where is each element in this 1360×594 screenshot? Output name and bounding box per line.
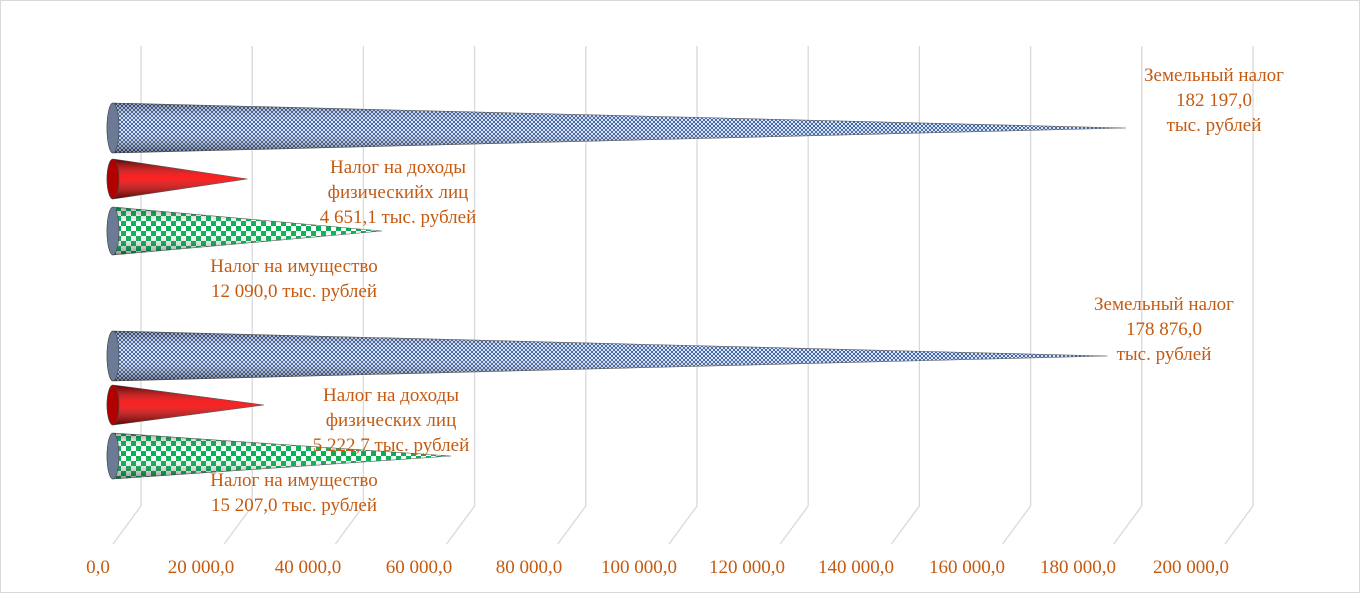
cone-shading — [107, 331, 1108, 381]
data-label-land: Земельный налог — [1094, 294, 1234, 315]
data-label-income: физическийх лиц — [328, 182, 469, 203]
cone-base — [106, 102, 120, 154]
x-tick-label: 0,0 — [86, 557, 110, 578]
x-tick-label: 80 000,0 — [496, 557, 563, 578]
x-tick-label: 120 000,0 — [709, 557, 785, 578]
x-tick-label: 60 000,0 — [386, 557, 453, 578]
gridline-floor — [557, 505, 587, 545]
cone-shading — [107, 433, 452, 479]
cone-bar-income — [106, 384, 265, 426]
data-label-land: тыс. рублей — [1167, 115, 1262, 136]
x-tick-label: 160 000,0 — [929, 557, 1005, 578]
cone-bar-land — [106, 330, 1108, 382]
gridline-floor — [223, 505, 253, 545]
data-label-income: Налог на доходы — [330, 157, 466, 178]
cone-bar-land — [106, 102, 1127, 154]
data-label-land: 178 876,0 — [1126, 319, 1202, 340]
cone-shading — [107, 385, 264, 425]
data-label-land: Земельный налог — [1144, 65, 1284, 86]
data-label-income: 4 651,1 тыс. рублей — [320, 207, 477, 228]
data-label-land: тыс. рублей — [1117, 344, 1212, 365]
cone-base — [106, 330, 120, 382]
x-tick-label: 200 000,0 — [1153, 557, 1229, 578]
cone-bar-property — [106, 432, 452, 480]
gridline-floor — [1224, 505, 1254, 545]
data-label-property: 15 207,0 тыс. рублей — [211, 495, 377, 516]
data-label-income: 5 222,7 тыс. рублей — [313, 435, 470, 456]
cone-shading — [107, 159, 248, 199]
gridline-floor — [446, 505, 476, 545]
x-tick-label: 180 000,0 — [1040, 557, 1116, 578]
data-label-property: Налог на имущество — [210, 470, 378, 491]
cone-base — [106, 158, 120, 200]
x-tick-label: 100 000,0 — [601, 557, 677, 578]
gridline-floor — [1113, 505, 1143, 545]
cone-bar-property — [106, 206, 382, 256]
gridline-floor — [334, 505, 364, 545]
x-tick-label: 140 000,0 — [818, 557, 894, 578]
cone-base — [106, 432, 120, 480]
cone-base — [106, 206, 120, 256]
x-tick-label: 40 000,0 — [275, 557, 342, 578]
data-label-property: 12 090,0 тыс. рублей — [211, 281, 377, 302]
gridline-floor — [668, 505, 698, 545]
gridline-floor — [112, 505, 142, 545]
data-label-property: Налог на имущество — [210, 256, 378, 277]
cone-shading — [107, 103, 1126, 153]
cone-base — [106, 384, 120, 426]
data-label-income: Налог на доходы — [323, 385, 459, 406]
cone-shading — [107, 207, 382, 255]
x-tick-label: 20 000,0 — [168, 557, 235, 578]
gridline-floor — [890, 505, 920, 545]
cone-bar-income — [106, 158, 248, 200]
data-label-income: физических лиц — [326, 410, 457, 431]
gridline-floor — [1002, 505, 1032, 545]
gridline-floor — [779, 505, 809, 545]
data-label-land: 182 197,0 — [1176, 90, 1252, 111]
